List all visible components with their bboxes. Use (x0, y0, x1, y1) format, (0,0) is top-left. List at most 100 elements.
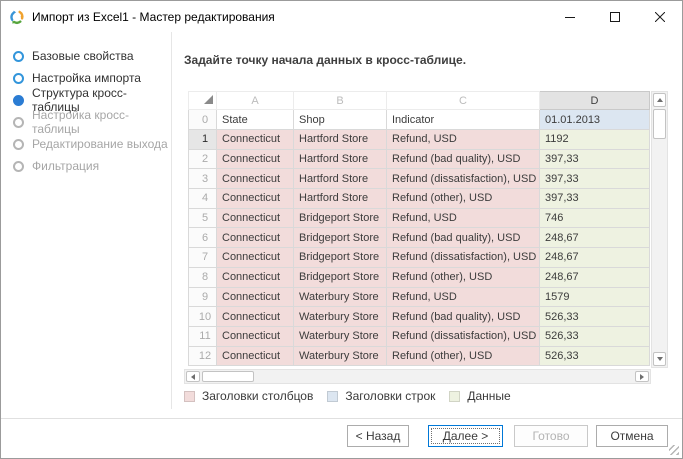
row-number[interactable]: 10 (188, 306, 217, 327)
select-all-corner[interactable] (188, 91, 217, 110)
scroll-up-button[interactable] (653, 93, 666, 107)
grid-cell[interactable]: 526,33 (539, 306, 650, 327)
row-number[interactable]: 3 (188, 168, 217, 190)
vertical-scroll-thumb[interactable] (653, 109, 666, 139)
row-number[interactable]: 1 (188, 129, 217, 150)
row-number[interactable]: 4 (188, 188, 217, 209)
scroll-right-button[interactable] (635, 371, 649, 382)
grid-cell[interactable]: Refund (dissatisfaction), USD (386, 247, 540, 268)
sidebar-step-5[interactable]: Редактирование выхода (11, 133, 169, 155)
grid-cell[interactable]: Connecticut (216, 129, 294, 150)
grid-cell[interactable]: 397,33 (539, 188, 650, 209)
grid-cell[interactable]: Bridgeport Store (293, 247, 387, 268)
next-button[interactable]: Далее > (428, 425, 503, 447)
cancel-button[interactable]: Отмена (596, 425, 668, 447)
grid-cell[interactable]: Connecticut (216, 207, 294, 229)
grid-cell[interactable]: Connecticut (216, 188, 294, 209)
finish-button[interactable]: Готово (514, 425, 588, 447)
grid-cell[interactable]: Refund (other), USD (386, 345, 540, 367)
grid-cell[interactable]: Connecticut (216, 227, 294, 249)
row-number[interactable]: 0 (188, 109, 217, 130)
sidebar-step-2[interactable]: Настройка импорта (11, 67, 169, 89)
horizontal-scroll-thumb[interactable] (202, 371, 254, 382)
grid-cell[interactable]: Refund, USD (386, 286, 540, 308)
grid-cell[interactable]: 526,33 (539, 325, 650, 347)
scroll-down-button[interactable] (653, 352, 666, 366)
grid-cell[interactable]: Refund (dissatisfaction), USD (386, 325, 540, 347)
row-number[interactable]: 5 (188, 207, 217, 229)
grid-cell[interactable]: State (216, 109, 294, 130)
grid-cell[interactable]: Connecticut (216, 286, 294, 308)
grid-cell[interactable]: Connecticut (216, 266, 294, 288)
grid-cell[interactable]: 01.01.2013 (539, 109, 650, 130)
sidebar-step-1[interactable]: Базовые свойства (11, 45, 169, 67)
legend-label: Заголовки столбцов (202, 389, 314, 403)
row-number[interactable]: 6 (188, 227, 217, 249)
grid-cell[interactable]: Waterbury Store (293, 306, 387, 327)
sidebar-step-4[interactable]: Настройка кросс-таблицы (11, 108, 169, 136)
grid-cell[interactable]: 248,67 (539, 227, 650, 249)
grid-cell[interactable]: 397,33 (539, 168, 650, 190)
grid-cell[interactable]: Refund (bad quality), USD (386, 227, 540, 249)
grid-cell[interactable]: Refund (dissatisfaction), USD (386, 168, 540, 190)
grid-cell[interactable]: 526,33 (539, 345, 650, 367)
grid-cell[interactable]: Waterbury Store (293, 325, 387, 347)
column-letter-A[interactable]: A (216, 91, 294, 110)
row-number[interactable]: 8 (188, 266, 217, 288)
row-number[interactable]: 11 (188, 325, 217, 347)
vertical-scrollbar[interactable] (651, 91, 668, 368)
maximize-button[interactable] (592, 1, 637, 32)
corner-triangle-icon (204, 94, 213, 104)
minimize-button[interactable] (547, 1, 592, 32)
table-row: 4 Connecticut Hartford Store Refund (other)… (188, 188, 650, 209)
window-controls (547, 1, 682, 32)
grid-cell[interactable]: Refund (other), USD (386, 266, 540, 288)
grid-cell[interactable]: Waterbury Store (293, 345, 387, 367)
table-row: 3 Connecticut Hartford Store Refund (dissat… (188, 168, 650, 190)
grid-cell[interactable]: Refund (bad quality), USD (386, 306, 540, 327)
grid-cell[interactable]: Connecticut (216, 325, 294, 347)
grid-cell[interactable]: Refund (other), USD (386, 188, 540, 209)
grid-cell[interactable]: Connecticut (216, 306, 294, 327)
row-number[interactable]: 9 (188, 286, 217, 308)
table-row: 8 Connecticut Bridgeport Store Refund (othe… (188, 266, 650, 288)
table-row: 11 Connecticut Waterbury Store Refund (diss… (188, 325, 650, 347)
close-button[interactable] (637, 1, 682, 32)
grid-cell[interactable]: 397,33 (539, 148, 650, 170)
grid-cell[interactable]: Bridgeport Store (293, 227, 387, 249)
grid-cell[interactable]: Hartford Store (293, 188, 387, 209)
grid-cell[interactable]: 1579 (539, 286, 650, 308)
resize-grip-icon[interactable] (669, 445, 679, 455)
row-number[interactable]: 7 (188, 247, 217, 268)
row-number[interactable]: 12 (188, 345, 217, 367)
arrow-down-icon (656, 357, 663, 361)
grid-cell[interactable]: Indicator (386, 109, 540, 130)
grid-cell[interactable]: Hartford Store (293, 148, 387, 170)
data-start-cell[interactable]: 1192 (539, 129, 650, 150)
grid-cell[interactable]: Shop (293, 109, 387, 130)
column-letter-C[interactable]: C (386, 91, 540, 110)
grid-cell[interactable]: Connecticut (216, 247, 294, 268)
grid-cell[interactable]: Connecticut (216, 345, 294, 367)
grid-cell[interactable]: Bridgeport Store (293, 266, 387, 288)
grid-cell[interactable]: 248,67 (539, 247, 650, 268)
grid-cell[interactable]: Bridgeport Store (293, 207, 387, 229)
grid-cell[interactable]: 248,67 (539, 266, 650, 288)
grid-cell[interactable]: Refund, USD (386, 129, 540, 150)
sidebar-step-3[interactable]: Структура кросс-таблицы (11, 86, 169, 114)
column-letter-D[interactable]: D (539, 91, 650, 110)
sidebar-step-6[interactable]: Фильтрация (11, 155, 169, 177)
row-number[interactable]: 2 (188, 148, 217, 170)
grid-cell[interactable]: Refund, USD (386, 207, 540, 229)
grid-cell[interactable]: Refund (bad quality), USD (386, 148, 540, 170)
scroll-left-button[interactable] (186, 371, 200, 382)
grid-cell[interactable]: Waterbury Store (293, 286, 387, 308)
column-letter-B[interactable]: B (293, 91, 387, 110)
grid-cell[interactable]: Hartford Store (293, 168, 387, 190)
back-button[interactable]: < Назад (347, 425, 409, 447)
horizontal-scrollbar[interactable] (184, 369, 651, 384)
grid-cell[interactable]: 746 (539, 207, 650, 229)
grid-cell[interactable]: Connecticut (216, 168, 294, 190)
grid-cell[interactable]: Hartford Store (293, 129, 387, 150)
grid-cell[interactable]: Connecticut (216, 148, 294, 170)
